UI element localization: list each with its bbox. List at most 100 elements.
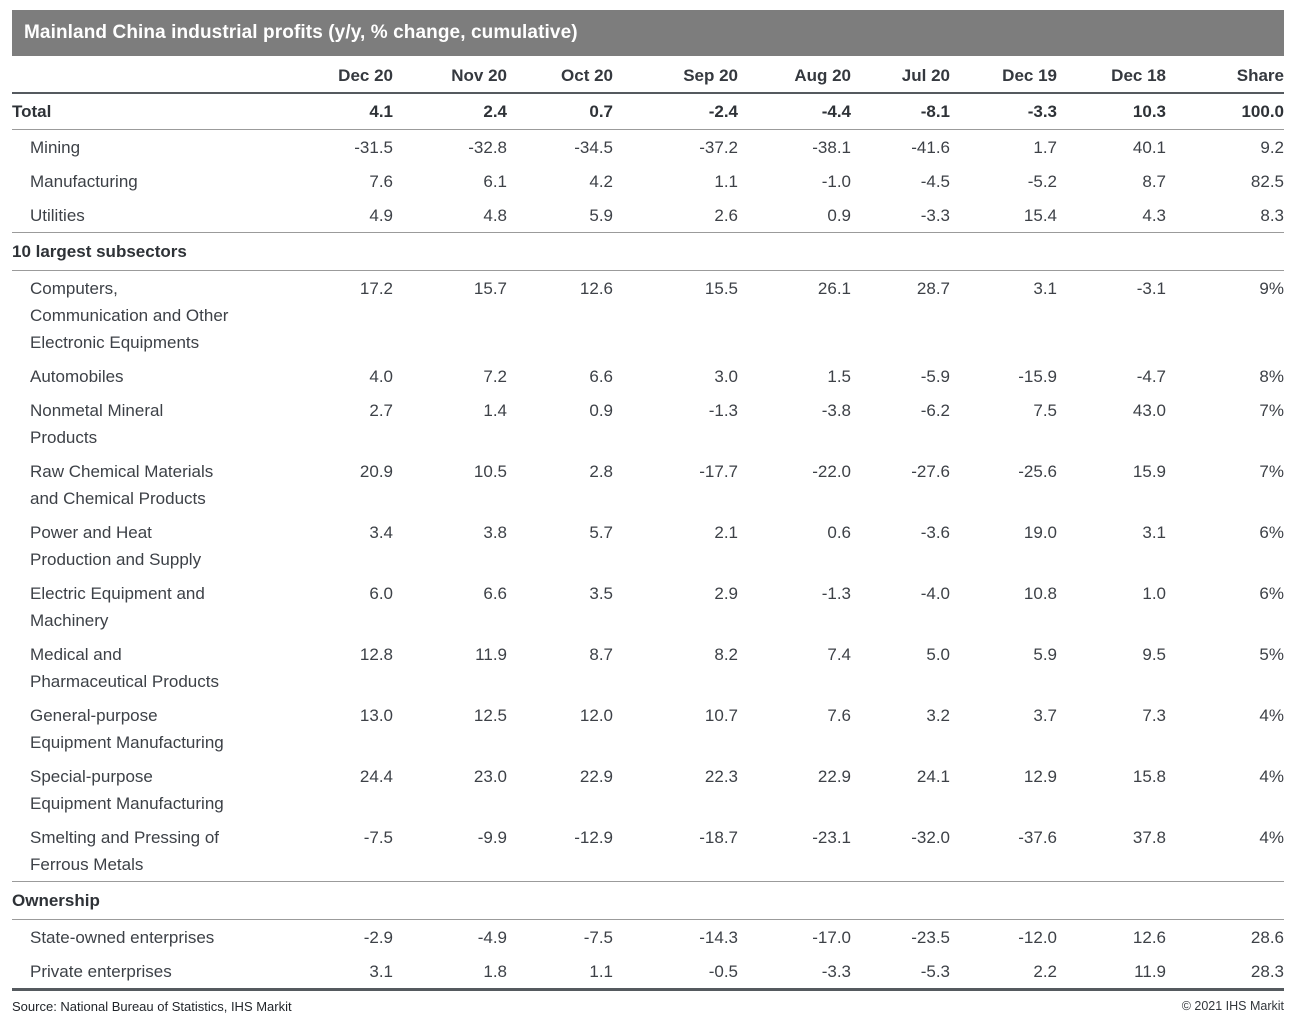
cell-value: 5% — [1259, 645, 1284, 664]
table-footer: Source: National Bureau of Statistics, I… — [12, 999, 1284, 1014]
cell-value: 20.9 — [359, 462, 393, 481]
cell-value: 43.0 — [1132, 401, 1166, 420]
cell-value: -4.0 — [920, 584, 950, 603]
cell-value: 19.0 — [1023, 523, 1057, 542]
cell-value: 4.2 — [589, 172, 613, 191]
cell-value: 82.5 — [1250, 172, 1284, 191]
cell-value: 7% — [1259, 462, 1284, 481]
cell-value: -37.6 — [1018, 828, 1057, 847]
row-label: Power and Heat Production and Supply — [30, 523, 202, 569]
copyright-note: © 2021 IHS Markit — [1181, 999, 1284, 1013]
table-row: Special-purpose Equipment Manufacturing 2… — [12, 759, 1284, 820]
cell-value: 4.1 — [293, 92, 393, 130]
cell-value: 4.9 — [369, 206, 393, 225]
cell-value: -7.5 — [583, 928, 613, 947]
column-header: Aug 20 — [794, 66, 851, 85]
table-row: Mining -31.5 -32.8 -34.5 -37.2 -38.1 -41.6 1.7 4… — [12, 130, 1284, 165]
cell-value: 2.8 — [589, 462, 613, 481]
cell-value: 2.1 — [714, 523, 738, 542]
table-row: Utilities 4.9 4.8 5.9 2.6 0.9 -3.3 15.4 4.3 8.3 — [12, 198, 1284, 233]
cell-value: 7.3 — [1142, 706, 1166, 725]
cell-value: 7.4 — [827, 645, 851, 664]
cell-value: -32.8 — [468, 138, 507, 157]
cell-value: 37.8 — [1132, 828, 1166, 847]
cell-value: 5.0 — [926, 645, 950, 664]
industrial-profits-table: Dec 20 Nov 20 Oct 20 Sep 20 Aug 20 Jul 20 Dec … — [12, 59, 1284, 991]
table-row: Smelting and Pressing of Ferrous Metals -… — [12, 820, 1284, 882]
cell-value: -1.3 — [708, 401, 738, 420]
cell-value: -6.2 — [920, 401, 950, 420]
row-label: Private enterprises — [12, 954, 293, 991]
cell-value: -3.8 — [821, 401, 851, 420]
cell-value: 5.7 — [589, 523, 613, 542]
cell-value: -8.1 — [851, 92, 950, 130]
cell-value: 6% — [1259, 584, 1284, 603]
cell-value: 8.2 — [714, 645, 738, 664]
cell-value: 10.7 — [704, 706, 738, 725]
cell-value: 1.1 — [714, 172, 738, 191]
cell-value: 24.1 — [916, 767, 950, 786]
cell-value: 7.5 — [1033, 401, 1057, 420]
cell-value: 12.6 — [579, 279, 613, 298]
column-header: Jul 20 — [901, 66, 950, 85]
header-row: Dec 20 Nov 20 Oct 20 Sep 20 Aug 20 Jul 20 Dec … — [12, 59, 1284, 93]
page-title: Mainland China industrial profits (y/y, … — [24, 22, 578, 43]
cell-value: 5.9 — [589, 206, 613, 225]
cell-value: 6.6 — [483, 584, 507, 603]
cell-value: -17.0 — [812, 928, 851, 947]
cell-value: -23.5 — [911, 928, 950, 947]
cell-value: 2.7 — [369, 401, 393, 420]
cell-value: 3.5 — [589, 584, 613, 603]
cell-value: 40.1 — [1132, 138, 1166, 157]
table-row: General-purpose Equipment Manufacturing 1… — [12, 698, 1284, 759]
cell-value: -38.1 — [812, 138, 851, 157]
cell-value: -37.2 — [699, 138, 738, 157]
table-row: Manufacturing 7.6 6.1 4.2 1.1 -1.0 -4.5 -5.2 8.7… — [12, 164, 1284, 198]
table-row: Nonmetal Mineral Products 2.7 1.4 0.9 -1.3 -3… — [12, 393, 1284, 454]
cell-value: -31.5 — [354, 138, 393, 157]
cell-value: 12.9 — [1023, 767, 1057, 786]
cell-value: -4.9 — [477, 928, 507, 947]
cell-value: 15.5 — [704, 279, 738, 298]
row-label: General-purpose Equipment Manufacturing — [30, 706, 224, 752]
cell-value: 1.7 — [1033, 138, 1057, 157]
table-row: Total 4.1 2.4 0.7 -2.4 -4.4 -8.1 -3.3 10.3 100.0 — [12, 92, 1284, 130]
cell-value: -5.3 — [851, 954, 950, 991]
cell-value: -3.3 — [950, 92, 1057, 130]
cell-value: 15.7 — [473, 279, 507, 298]
cell-value: 4.8 — [483, 206, 507, 225]
cell-value: 11.9 — [475, 645, 507, 664]
cell-value: -1.3 — [821, 584, 851, 603]
cell-value: -5.2 — [1027, 172, 1057, 191]
row-label: Ownership — [12, 881, 1284, 920]
row-label: Medical and Pharmaceutical Products — [30, 645, 219, 691]
table-header: Dec 20 Nov 20 Oct 20 Sep 20 Aug 20 Jul 20 Dec … — [12, 59, 1284, 93]
cell-value: -4.7 — [1136, 367, 1166, 386]
cell-value: -34.5 — [574, 138, 613, 157]
cell-value: -3.1 — [1136, 279, 1166, 298]
column-header: Sep 20 — [683, 66, 738, 85]
cell-value: 26.1 — [817, 279, 851, 298]
row-label: Total — [12, 92, 293, 130]
cell-value: -3.3 — [738, 954, 851, 991]
cell-value: 4.3 — [1142, 206, 1166, 225]
cell-value: 7.2 — [483, 367, 507, 386]
cell-value: 6% — [1259, 523, 1284, 542]
table-row: Raw Chemical Materials and Chemical Prod… — [12, 454, 1284, 515]
table-row: Private enterprises 3.1 1.8 1.1 -0.5 -3.3 -5.3… — [12, 954, 1284, 991]
cell-value: 9.5 — [1142, 645, 1166, 664]
cell-value: -18.7 — [699, 828, 738, 847]
cell-value: 0.9 — [589, 401, 613, 420]
cell-value: 8.7 — [1142, 172, 1166, 191]
cell-value: 10.5 — [473, 462, 507, 481]
cell-value: 4% — [1259, 706, 1284, 725]
cell-value: 3.0 — [714, 367, 738, 386]
cell-value: 22.9 — [579, 767, 613, 786]
cell-value: 0.9 — [827, 206, 851, 225]
cell-value: 7.6 — [827, 706, 851, 725]
cell-value: 6.0 — [369, 584, 393, 603]
column-header: Dec 18 — [1111, 66, 1166, 85]
cell-value: 10.3 — [1057, 92, 1166, 130]
cell-value: -17.7 — [699, 462, 738, 481]
source-note: Source: National Bureau of Statistics, I… — [12, 999, 292, 1014]
